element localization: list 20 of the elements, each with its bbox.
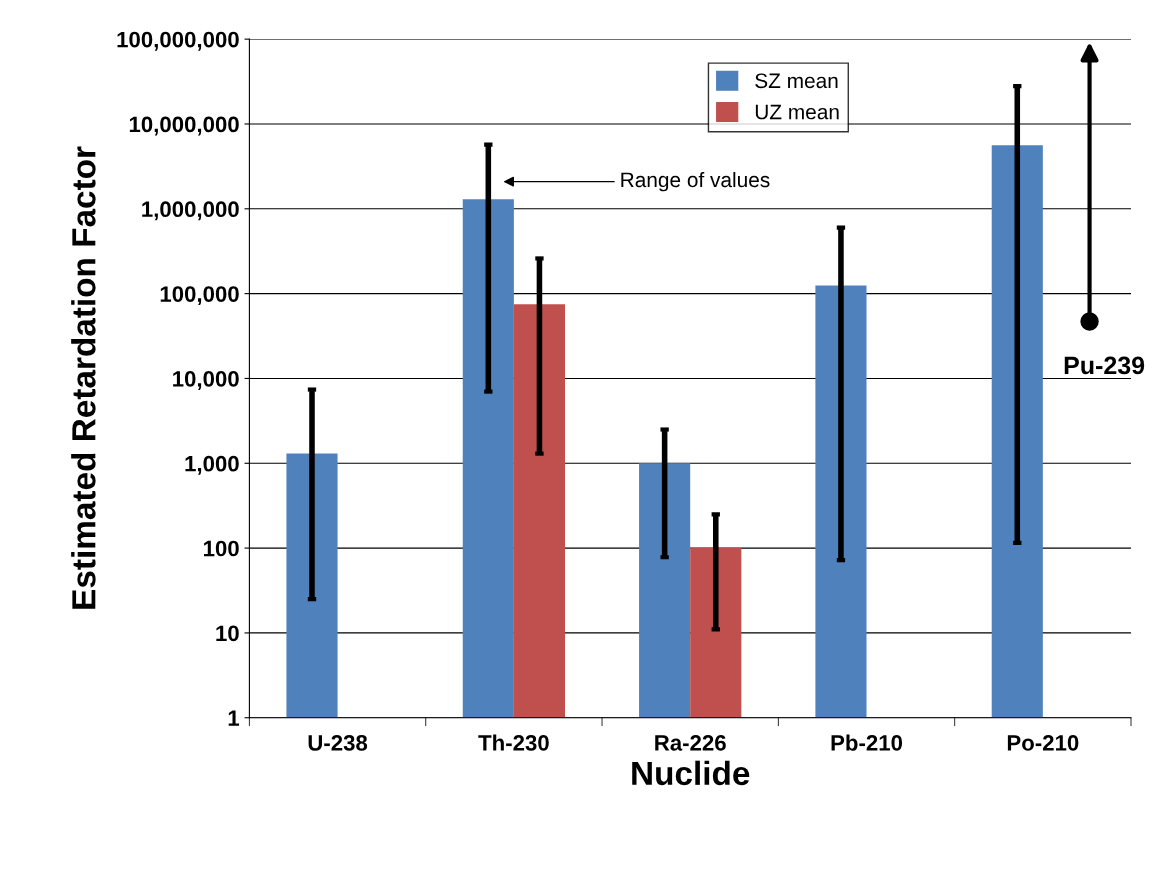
legend-label: SZ mean bbox=[755, 73, 838, 89]
x-tick-label: Po-210 bbox=[1007, 735, 1079, 751]
x-tick-label: Ra-226 bbox=[655, 735, 726, 751]
x-tick-label: U-238 bbox=[308, 735, 368, 751]
y-tick-label: 1 bbox=[228, 710, 240, 726]
y-tick-label: 1,000 bbox=[185, 455, 239, 475]
y-tick-label: 100 bbox=[204, 540, 239, 557]
x-tick-label: Pb-210 bbox=[831, 734, 903, 751]
legend-label: UZ mean bbox=[755, 104, 839, 120]
y-axis-title: Estimated Retardation Factor bbox=[71, 146, 96, 609]
y-tick-label: 10 bbox=[216, 625, 239, 642]
annotation: Range of values bbox=[621, 171, 770, 192]
y-tick-label: 100,000,000 bbox=[117, 31, 239, 51]
annotation: Pu-239 bbox=[1064, 356, 1145, 375]
y-tick-label: 10,000 bbox=[173, 370, 239, 390]
y-tick-label: 10,000,000 bbox=[129, 116, 239, 136]
y-tick-label: 100,000 bbox=[160, 286, 239, 306]
x-axis-title: Nuclide bbox=[632, 760, 750, 786]
x-tick-label: Th-230 bbox=[478, 734, 549, 751]
y-tick-label: 1,000,000 bbox=[142, 201, 239, 221]
